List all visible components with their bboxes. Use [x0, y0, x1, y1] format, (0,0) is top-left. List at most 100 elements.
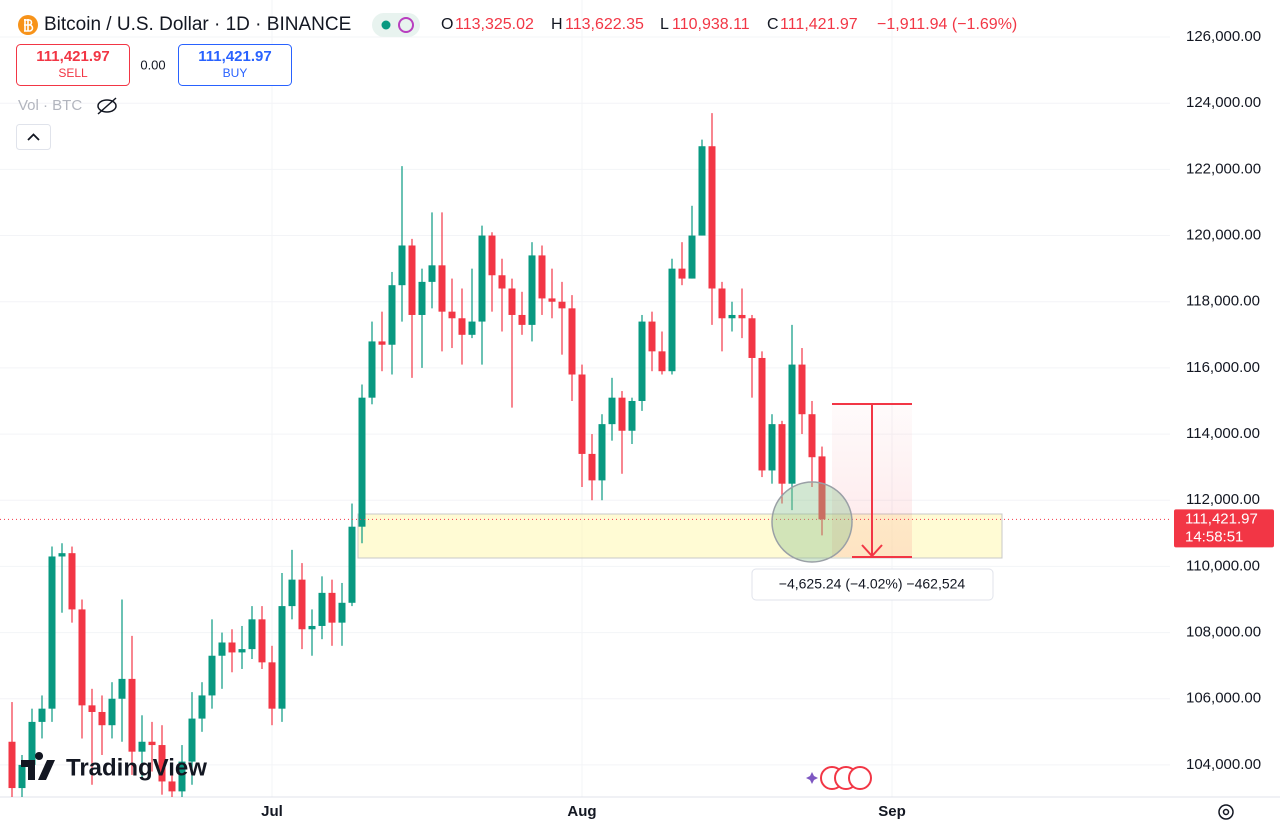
candle-body [48, 556, 56, 709]
high-label: H [551, 16, 563, 33]
highlight-circle [771, 481, 853, 563]
collapse-chevron [27, 133, 40, 141]
candle-body [288, 579, 296, 607]
buy-button[interactable] [178, 44, 292, 86]
candle-body [268, 662, 276, 709]
candle-body [718, 288, 726, 319]
candle-body [518, 314, 526, 325]
candle-body [568, 308, 576, 375]
candle-body [758, 357, 766, 471]
candle-body [368, 341, 376, 398]
candle-body [798, 364, 806, 415]
candle-body [378, 341, 386, 345]
candle-body [428, 265, 436, 282]
change-value: −1,911.94 (−1.69%) [877, 16, 1017, 33]
candle-body [638, 321, 646, 401]
bitcoin-glyph [24, 19, 34, 32]
candle-body [468, 321, 476, 335]
settings-icon-center [1222, 808, 1230, 816]
last-price-box [1174, 509, 1274, 548]
y-tick-label: 118,000.00 [1186, 293, 1260, 310]
candle-body [248, 619, 256, 650]
y-tick-label: 122,000.00 [1186, 160, 1261, 177]
countdown-label: 14:58:51 [1185, 528, 1243, 545]
y-tick-label: 104,000.00 [1186, 756, 1261, 773]
candle-body [618, 397, 626, 431]
candle-body [628, 400, 636, 431]
candle-body [398, 245, 406, 286]
candle-body [498, 275, 506, 289]
measure-label-box [751, 568, 994, 601]
candle-body [98, 711, 106, 726]
y-tick-label: 114,000.00 [1186, 425, 1260, 442]
measure-label: −4,625.24 (−4.02%) −462,524 [779, 576, 966, 592]
event-icon[interactable] [848, 766, 872, 790]
candle-body [488, 235, 496, 276]
candle-body [148, 741, 156, 746]
candle-body [818, 456, 826, 520]
y-tick-label: 124,000.00 [1186, 94, 1261, 111]
candle-body [358, 397, 366, 527]
symbol-title: Bitcoin / U.S. Dollar · 1D · BINANCE [44, 14, 351, 35]
spread: 0.00 [140, 57, 165, 72]
candle-body [108, 698, 116, 726]
candle-body [608, 397, 616, 425]
candle-body [418, 281, 426, 315]
candle-body [238, 649, 246, 653]
x-tick-label: Aug [567, 803, 596, 820]
candle-body [538, 255, 546, 299]
candle-body [708, 146, 716, 289]
candle-body [78, 609, 86, 706]
candle-body [768, 424, 776, 471]
logo-text: TradingView [66, 754, 207, 781]
candle-body [128, 678, 136, 752]
candle-body [458, 318, 466, 335]
eye-icon[interactable] [97, 99, 117, 113]
candle-body [348, 526, 356, 603]
sell-button[interactable] [16, 44, 130, 86]
open-value: 113,325.02 [455, 16, 534, 33]
y-tick-label: 110,000.00 [1186, 557, 1260, 574]
candle-body [408, 245, 416, 315]
candle-body [208, 655, 216, 696]
y-tick-label: 120,000.00 [1186, 227, 1261, 244]
share-icon [398, 17, 414, 33]
collapse-button[interactable] [16, 124, 51, 150]
y-tick-label: 106,000.00 [1186, 690, 1261, 707]
candle-body [38, 708, 46, 722]
x-tick-label: Sep [878, 803, 906, 820]
candle-body [58, 553, 66, 557]
candle-body [328, 592, 336, 623]
x-tick-label: Jul [261, 803, 283, 820]
candle-body [728, 314, 736, 319]
candle-body [298, 579, 306, 630]
buy-price: 111,421.97 [198, 48, 271, 65]
open-label: O [441, 16, 453, 33]
candle-body [508, 288, 516, 315]
last-price-label: 111,421.97 [1185, 510, 1258, 527]
candle-body [338, 602, 346, 623]
candle-body [158, 745, 166, 782]
sell-label: SELL [58, 66, 88, 80]
candle-body [788, 364, 796, 484]
candle-body [658, 351, 666, 372]
candle-body [68, 553, 76, 610]
settings-icon[interactable] [1218, 804, 1234, 820]
candle-body [228, 642, 236, 653]
low-label: L [660, 16, 669, 33]
candle-body [778, 424, 786, 484]
candle-body [138, 741, 146, 752]
candle-body [278, 606, 286, 709]
candle-body [168, 781, 176, 792]
measure-arrowhead [861, 544, 883, 558]
candle-body [118, 678, 126, 699]
candle-body [648, 321, 656, 352]
candle-body [578, 374, 586, 454]
y-tick-label: 116,000.00 [1186, 359, 1260, 376]
candle-body [698, 146, 706, 236]
market-open-dot [381, 20, 391, 30]
sell-price: 111,421.97 [36, 48, 109, 65]
candle-body [388, 285, 396, 345]
candle-body [448, 311, 456, 319]
